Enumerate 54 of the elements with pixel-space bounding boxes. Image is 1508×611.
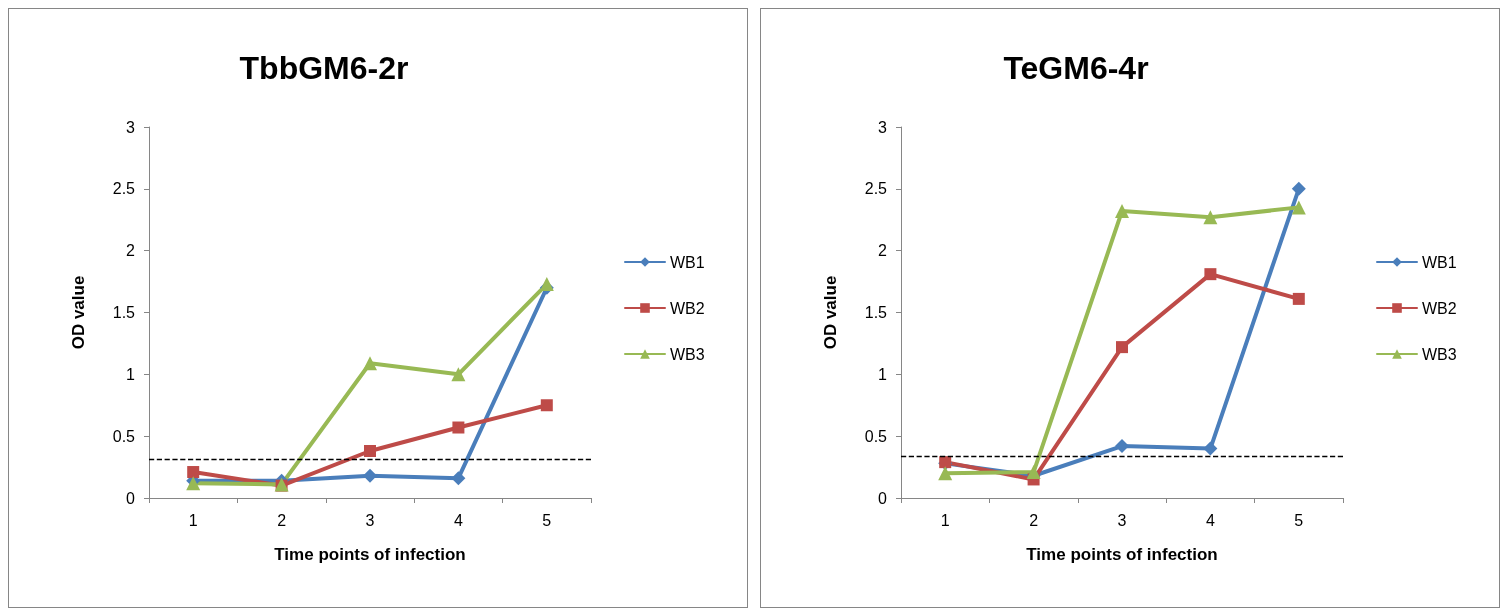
- chart-title: TeGM6-4r: [1003, 50, 1149, 86]
- point: [187, 466, 200, 479]
- point: [452, 421, 465, 434]
- y-tick-label: 3: [126, 118, 136, 136]
- y-tick-label: 0: [878, 489, 888, 507]
- point: [451, 471, 466, 486]
- x-axis-title: Time points of infection: [1026, 545, 1218, 564]
- point: [938, 466, 953, 481]
- y-tick-label: 0: [126, 489, 136, 507]
- y-tick-label: 1.5: [864, 304, 888, 321]
- legend-label: WB2: [1422, 299, 1457, 317]
- chart-title: TbbGM6-2r: [239, 50, 409, 86]
- point: [451, 367, 466, 382]
- y-tick-label: 1: [126, 365, 136, 383]
- y-tick-label: 1.5: [112, 304, 136, 321]
- point: [540, 399, 553, 412]
- point: [1291, 181, 1306, 196]
- y-tick-label: 2: [126, 242, 136, 260]
- x-tick-label: 1: [188, 511, 198, 529]
- y-tick-label: 1: [878, 365, 888, 383]
- y-axis-title: OD value: [69, 275, 88, 350]
- x-tick-label: 3: [1117, 511, 1127, 529]
- y-tick-label: 2.5: [112, 180, 136, 198]
- x-tick-label: 2: [1029, 511, 1039, 529]
- x-tick-label: 4: [1205, 511, 1215, 529]
- point: [1204, 268, 1217, 281]
- point: [364, 445, 376, 458]
- legend-label: WB3: [670, 345, 705, 363]
- legend-label: WB2: [670, 299, 705, 317]
- point: [363, 356, 377, 371]
- x-tick-label: 4: [453, 511, 463, 529]
- point: [1115, 204, 1129, 219]
- legend-label: WB3: [1422, 345, 1457, 363]
- x-tick-label: 5: [1294, 511, 1304, 529]
- point: [1291, 200, 1306, 215]
- point: [1116, 341, 1128, 354]
- x-tick-label: 2: [277, 511, 287, 529]
- legend-label: WB1: [670, 253, 705, 271]
- x-tick-label: 5: [542, 511, 552, 529]
- point: [1203, 210, 1218, 225]
- y-tick-label: 0.5: [864, 427, 888, 445]
- y-tick-label: 0.5: [112, 427, 136, 445]
- point: [363, 468, 377, 483]
- x-axis-title: Time points of infection: [274, 545, 466, 564]
- x-tick-label: 1: [940, 511, 950, 529]
- legend-label: WB1: [1422, 253, 1457, 271]
- y-tick-label: 3: [878, 118, 888, 136]
- point: [1203, 441, 1218, 456]
- point: [1292, 292, 1305, 305]
- point: [1115, 439, 1129, 454]
- y-tick-label: 2.5: [864, 180, 888, 198]
- y-axis-title: OD value: [821, 275, 840, 350]
- y-tick-label: 2: [878, 242, 888, 260]
- x-tick-label: 3: [365, 511, 375, 529]
